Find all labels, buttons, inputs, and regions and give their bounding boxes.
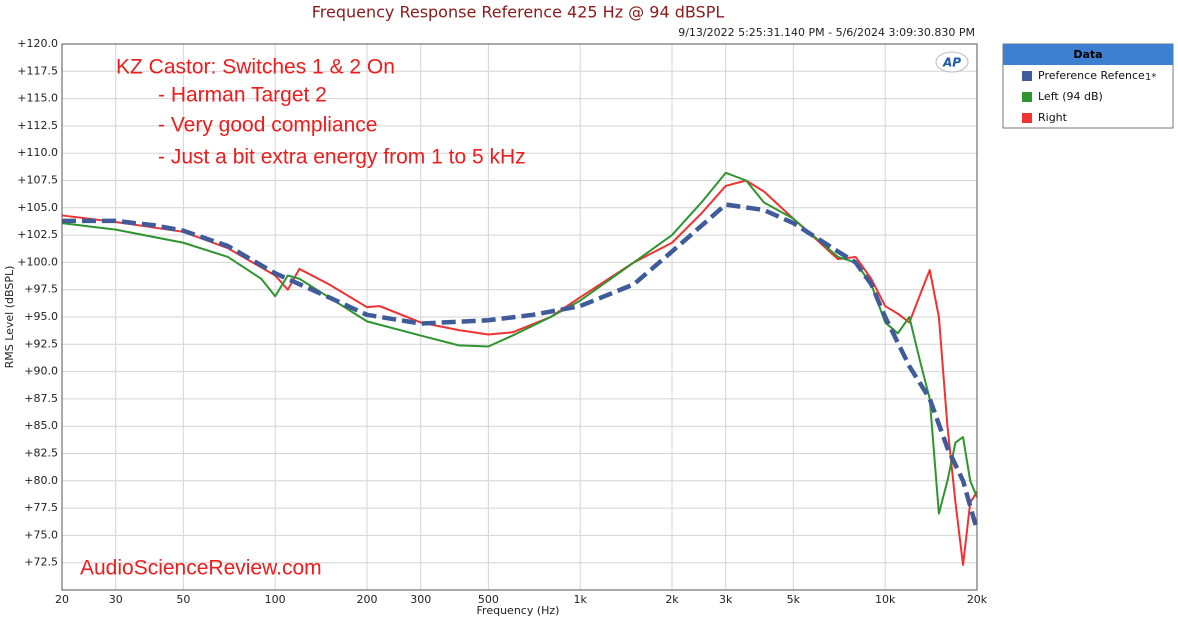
y-tick-label: +92.5 [24, 337, 58, 350]
x-tick-label: 2k [665, 593, 679, 606]
lines [61, 171, 980, 566]
legend-swatch [1022, 71, 1032, 81]
series-line [62, 202, 980, 531]
y-tick-label: +112.5 [17, 119, 58, 132]
legend-header [1003, 44, 1173, 65]
x-tick-label: 20k [967, 593, 988, 606]
logo-badge [935, 51, 969, 73]
x-tick-label: 300 [410, 593, 431, 606]
x-tick-label: 20 [55, 593, 69, 606]
x-axis-label: Frequency (Hz) [477, 604, 560, 617]
x-tick-label: 10k [875, 593, 896, 606]
y-tick-label: +102.5 [17, 228, 58, 241]
annotation: - Very good compliance [158, 114, 377, 137]
y-tick-label: +75.0 [24, 528, 58, 541]
y-tick-label: +72.5 [24, 556, 58, 569]
y-tick-label: +82.5 [24, 447, 58, 460]
y-tick-label: +85.0 [24, 419, 58, 432]
legend-swatch [1022, 113, 1032, 123]
y-tick-label: +115.0 [17, 92, 58, 105]
legend-swatch [1022, 92, 1032, 102]
annotation: - Harman Target 2 [158, 84, 327, 107]
y-tick-label: +77.5 [24, 501, 58, 514]
legend: Data 1* Preference Refence Left (94 dB) Ri… [1002, 43, 1174, 129]
x-tick-label: 100 [265, 593, 286, 606]
x-tick-label: 200 [357, 593, 378, 606]
logo: AP [942, 56, 961, 70]
legend-label: Left (94 dB) [1038, 90, 1103, 103]
subtitle: 9/13/2022 5:25:31.140 PM - 5/6/2024 3:09… [678, 26, 975, 39]
y-tick-label: +95.0 [24, 310, 58, 323]
y-tick-label: +87.5 [24, 392, 58, 405]
y-tick-label: +100.0 [17, 255, 58, 268]
y-tick-label: +80.0 [24, 474, 58, 487]
chart-title: Frequency Response Reference 425 Hz @ 94… [312, 3, 725, 22]
y-tick-label: +117.5 [17, 64, 58, 77]
x-tick-label: 1k [573, 593, 587, 606]
y-tick-label: +110.0 [17, 146, 58, 159]
y-tick-label: +90.0 [24, 365, 58, 378]
x-tick-label: 5k [787, 593, 801, 606]
legend-note: 1* [1145, 72, 1156, 83]
legend-items: Preference Refence Left (94 dB) Right [1022, 69, 1145, 124]
x-tick-label: 3k [719, 593, 733, 606]
series-line [61, 171, 978, 515]
legend-label: Right [1038, 111, 1068, 124]
legend-title: Data [1073, 48, 1102, 61]
watermark: AudioScienceReview.com [80, 557, 322, 580]
y-tick-label: +97.5 [24, 283, 58, 296]
x-tick-label: 50 [176, 593, 190, 606]
series-line [61, 179, 978, 566]
y-axis-label: RMS Level (dBSPL) [3, 266, 16, 369]
annotation: - Just a bit extra energy from 1 to 5 kH… [158, 146, 526, 169]
y-tick-label: +105.0 [17, 201, 58, 214]
y-tick-label: +120.0 [17, 37, 58, 50]
annotation: KZ Castor: Switches 1 & 2 On [116, 56, 395, 79]
legend-label: Preference Refence [1038, 69, 1145, 82]
y-tick-label: +107.5 [17, 174, 58, 187]
plot-frame [61, 43, 978, 591]
x-tick-label: 30 [109, 593, 123, 606]
x-tick-label: 500 [478, 593, 499, 606]
